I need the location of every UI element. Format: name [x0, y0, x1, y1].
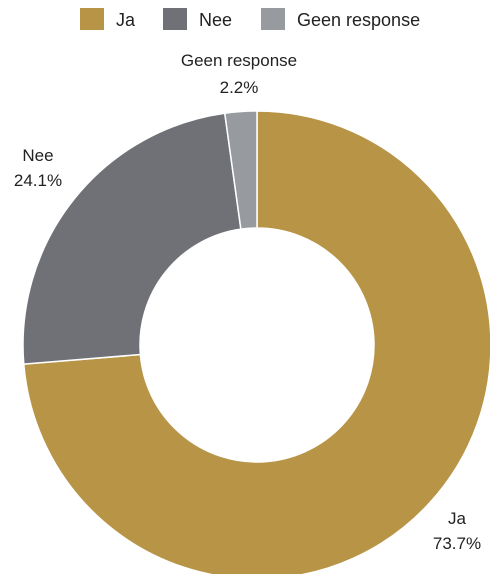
slices [22, 110, 490, 579]
slice-label-value-ja: 73.7% [433, 534, 481, 553]
legend-item-ja[interactable]: Ja [80, 8, 136, 30]
legend-swatch-geen-response [261, 8, 285, 30]
slice-label-geen-response: Geen response 2.2% [181, 51, 297, 97]
slice-nee[interactable] [22, 112, 242, 365]
slice-ja[interactable] [22, 110, 490, 579]
legend-swatch-nee [163, 8, 187, 30]
slice-geen-response[interactable] [223, 110, 258, 230]
slice-label-ja: Ja 73.7% [433, 509, 481, 553]
slice-label-nee: Nee 24.1% [14, 146, 62, 190]
legend: Ja Nee Geen response [80, 8, 420, 30]
slice-label-value-nee: 24.1% [14, 171, 62, 190]
slice-label-name-nee: Nee [22, 146, 53, 165]
legend-label-geen-response: Geen response [297, 10, 420, 30]
legend-swatch-ja [80, 8, 104, 30]
legend-item-nee[interactable]: Nee [163, 8, 232, 30]
slice-label-value-geen-response: 2.2% [220, 78, 259, 97]
slice-label-name-geen-response: Geen response [181, 51, 297, 70]
legend-item-geen-response[interactable]: Geen response [261, 8, 420, 30]
slice-labels: Ja 73.7% Nee 24.1% Geen response 2.2% [14, 51, 481, 553]
legend-label-nee: Nee [199, 10, 232, 30]
slice-label-name-ja: Ja [448, 509, 467, 528]
legend-label-ja: Ja [116, 10, 136, 30]
